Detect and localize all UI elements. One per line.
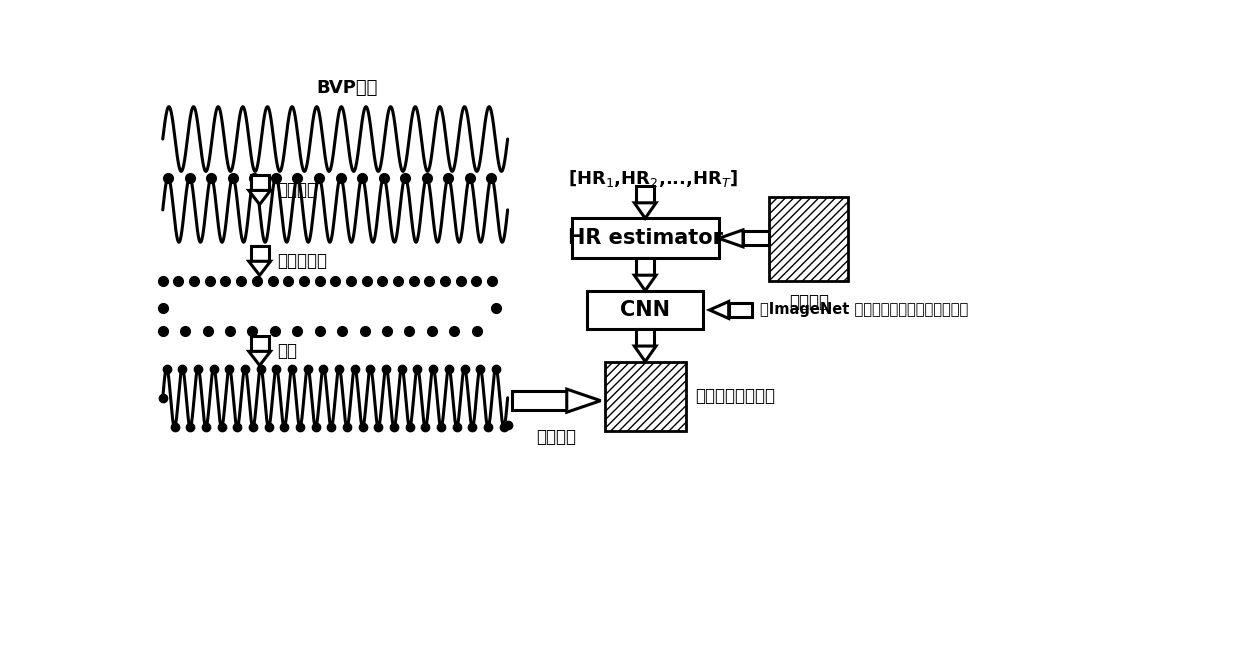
Polygon shape (635, 275, 656, 291)
Text: 由ImageNet 预训练获得的参数进行初始化: 由ImageNet 预训练获得的参数进行初始化 (760, 303, 968, 317)
Polygon shape (719, 230, 743, 247)
Text: CNN: CNN (620, 300, 670, 320)
Text: 预训练图像数据集: 预训练图像数据集 (696, 387, 775, 405)
Text: 测试图像: 测试图像 (789, 293, 828, 311)
Polygon shape (249, 352, 270, 366)
Polygon shape (635, 203, 656, 218)
Text: BVP信号: BVP信号 (316, 79, 377, 97)
Text: 峰值检测: 峰值检测 (277, 181, 316, 199)
Bar (250, 336, 269, 352)
Bar (511, 391, 567, 410)
Polygon shape (249, 261, 270, 275)
FancyBboxPatch shape (572, 218, 719, 258)
Text: 计算关键点: 计算关键点 (277, 252, 326, 270)
Polygon shape (567, 389, 600, 412)
Polygon shape (249, 191, 270, 205)
Polygon shape (635, 346, 656, 362)
Bar (636, 186, 655, 203)
Bar (636, 258, 655, 275)
FancyBboxPatch shape (587, 291, 703, 329)
Bar (250, 175, 269, 191)
Polygon shape (709, 301, 729, 319)
Bar (605, 362, 686, 431)
Text: [HR$_1$,HR$_2$,...,HR$_T$]: [HR$_1$,HR$_2$,...,HR$_T$] (568, 168, 738, 189)
Bar (743, 231, 769, 246)
Text: 生成图片: 生成图片 (536, 427, 577, 446)
Bar (729, 303, 753, 317)
Bar (636, 329, 655, 346)
Bar (769, 197, 848, 282)
Text: HR estimator: HR estimator (568, 228, 723, 248)
Bar (250, 246, 269, 261)
Text: 插值: 插值 (277, 342, 296, 360)
